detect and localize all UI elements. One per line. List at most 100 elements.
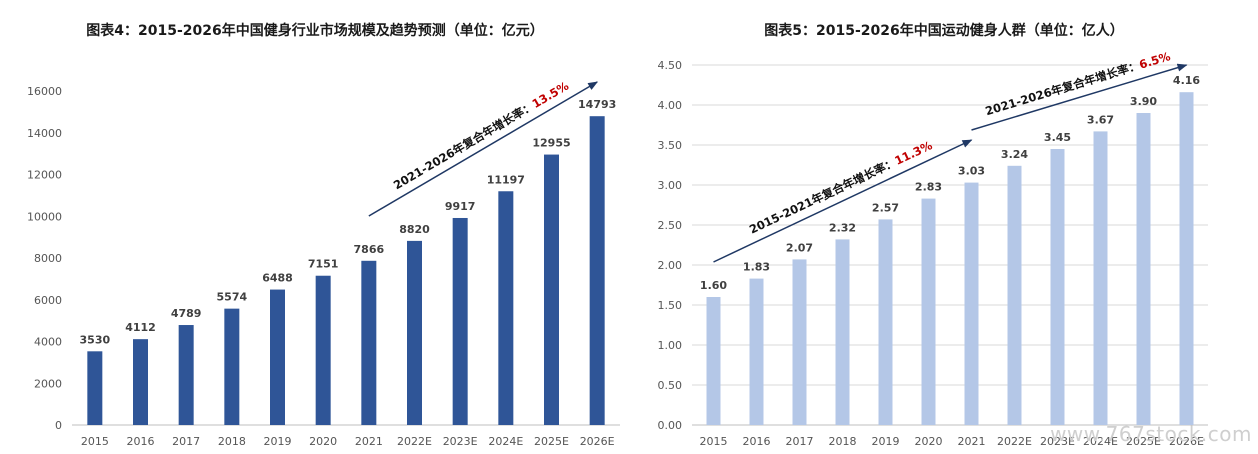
growth-arrow (713, 139, 973, 263)
x-tick-label: 2020 (915, 435, 943, 448)
bar (1179, 92, 1194, 425)
cagr-value: 6.5% (1138, 49, 1173, 72)
x-tick-label: 2021 (958, 435, 986, 448)
data-label: 7866 (354, 243, 385, 256)
y-tick-label: 6000 (34, 294, 62, 307)
data-label: 8820 (399, 223, 430, 236)
data-label: 3.03 (958, 165, 985, 178)
growth-arrow (368, 81, 599, 217)
x-tick-label: 2015 (81, 435, 109, 448)
chart-title: 图表4：2015-2026年中国健身行业市场规模及趋势预测（单位：亿元） (86, 23, 544, 39)
bar (270, 289, 285, 425)
bar (178, 325, 194, 425)
market-size-chart: 图表4：2015-2026年中国健身行业市场规模及趋势预测（单位：亿元） 0 20… (27, 23, 620, 448)
cagr-label: 2015-2021年复合年增长率： (747, 155, 898, 236)
data-label: 9917 (445, 200, 476, 213)
data-label: 2.07 (786, 241, 813, 254)
x-tick-label: 2024E (1083, 435, 1118, 448)
data-label: 14793 (578, 98, 616, 111)
data-label: 4.16 (1173, 74, 1200, 87)
x-tick-label: 2020 (309, 435, 337, 448)
y-tick-label: 2.50 (658, 219, 683, 232)
cagr-value: 11.3% (892, 138, 934, 168)
y-tick-label: 12000 (27, 169, 62, 182)
y-tick-label: 16000 (27, 85, 62, 98)
fitness-population-plot: 0.00 0.50 1.00 1.50 2.00 2.50 3.00 3.50 4.00 4.50… (658, 49, 1208, 448)
x-tick-label: 2023E (443, 435, 478, 448)
y-tick-label: 3.50 (658, 139, 683, 152)
y-tick-label: 4.00 (658, 99, 683, 112)
bar (87, 351, 103, 425)
x-tick-label: 2017 (172, 435, 200, 448)
bar (878, 219, 893, 425)
bar (407, 240, 422, 425)
y-tick-label: 2.00 (658, 259, 683, 272)
bar (361, 260, 377, 425)
data-label: 5574 (217, 291, 248, 304)
x-tick-label: 2026E (1169, 435, 1204, 448)
x-tick-label: 2026E (580, 435, 615, 448)
data-label: 2.32 (829, 221, 856, 234)
bar (452, 217, 468, 425)
data-label: 12955 (532, 137, 570, 150)
y-tick-label: 10000 (27, 210, 62, 223)
data-label: 3.67 (1087, 113, 1114, 126)
data-label: 2.57 (872, 201, 899, 214)
bar (1050, 149, 1065, 425)
x-tick-label: 2023E (1040, 435, 1075, 448)
y-tick-label: 4000 (34, 336, 62, 349)
x-tick-label: 2021 (355, 435, 383, 448)
x-tick-label: 2022E (997, 435, 1032, 448)
x-tick-label: 2018 (829, 435, 857, 448)
bar (544, 154, 559, 425)
data-label: 6488 (262, 272, 293, 285)
bar (964, 182, 979, 425)
y-tick-label: 8000 (34, 252, 62, 265)
x-tick-label: 2017 (786, 435, 814, 448)
y-tick-label: 1.50 (658, 299, 683, 312)
x-tick-label: 2024E (488, 435, 523, 448)
x-tick-label: 2016 (127, 435, 155, 448)
data-label: 1.83 (743, 261, 770, 274)
bar (315, 275, 331, 425)
plot-area: 0.00 0.50 1.00 1.50 2.00 2.50 3.00 3.50 4.00 4.50… (658, 49, 1208, 448)
data-label: 3530 (80, 333, 111, 346)
x-tick-label: 2015 (700, 435, 728, 448)
data-label: 3.24 (1001, 148, 1028, 161)
x-tick-label: 2025E (534, 435, 569, 448)
growth-arrow (971, 63, 1188, 131)
y-tick-label: 14000 (27, 127, 62, 140)
data-label: 1.60 (700, 279, 727, 292)
bar (1093, 131, 1108, 425)
bar (224, 308, 240, 425)
data-label: 11197 (487, 173, 525, 186)
bar (589, 116, 605, 426)
bar (1007, 165, 1022, 426)
cagr-label: 2021-2026年复合年增长率： (984, 58, 1142, 118)
bar (498, 191, 514, 425)
bar (921, 198, 936, 425)
watermark: www.767stock.com (1050, 422, 1252, 446)
plot-area: 0 2000 4000 6000 8000 10000 12000 14000 16000 353… (27, 78, 620, 448)
data-label: 7151 (308, 258, 339, 271)
data-label: 4112 (125, 321, 156, 334)
data-label: 3.45 (1044, 131, 1071, 144)
y-tick-label: 0 (55, 419, 62, 432)
y-tick-label: 3.00 (658, 179, 683, 192)
bar (1136, 113, 1151, 425)
x-tick-label: 2019 (264, 435, 292, 448)
chart-title: 图表5：2015-2026年中国运动健身人群（单位：亿人） (764, 23, 1124, 39)
market-size-plot: 0 2000 4000 6000 8000 10000 12000 14000 16000 353… (27, 78, 620, 448)
data-label: 4789 (171, 307, 202, 320)
cagr-value: 13.5% (530, 78, 572, 111)
y-tick-label: 0.50 (658, 379, 683, 392)
x-tick-label: 2018 (218, 435, 246, 448)
bar (835, 239, 850, 425)
x-tick-label: 2022E (397, 435, 432, 448)
data-label: 2.83 (915, 181, 942, 194)
y-tick-label: 4.50 (658, 59, 683, 72)
bar (749, 278, 764, 425)
data-label: 3.90 (1130, 95, 1157, 108)
x-tick-label: 2025E (1126, 435, 1161, 448)
fitness-population-chart: 图表5：2015-2026年中国运动健身人群（单位：亿人） 0.00 0.50 1.… (630, 0, 1258, 454)
